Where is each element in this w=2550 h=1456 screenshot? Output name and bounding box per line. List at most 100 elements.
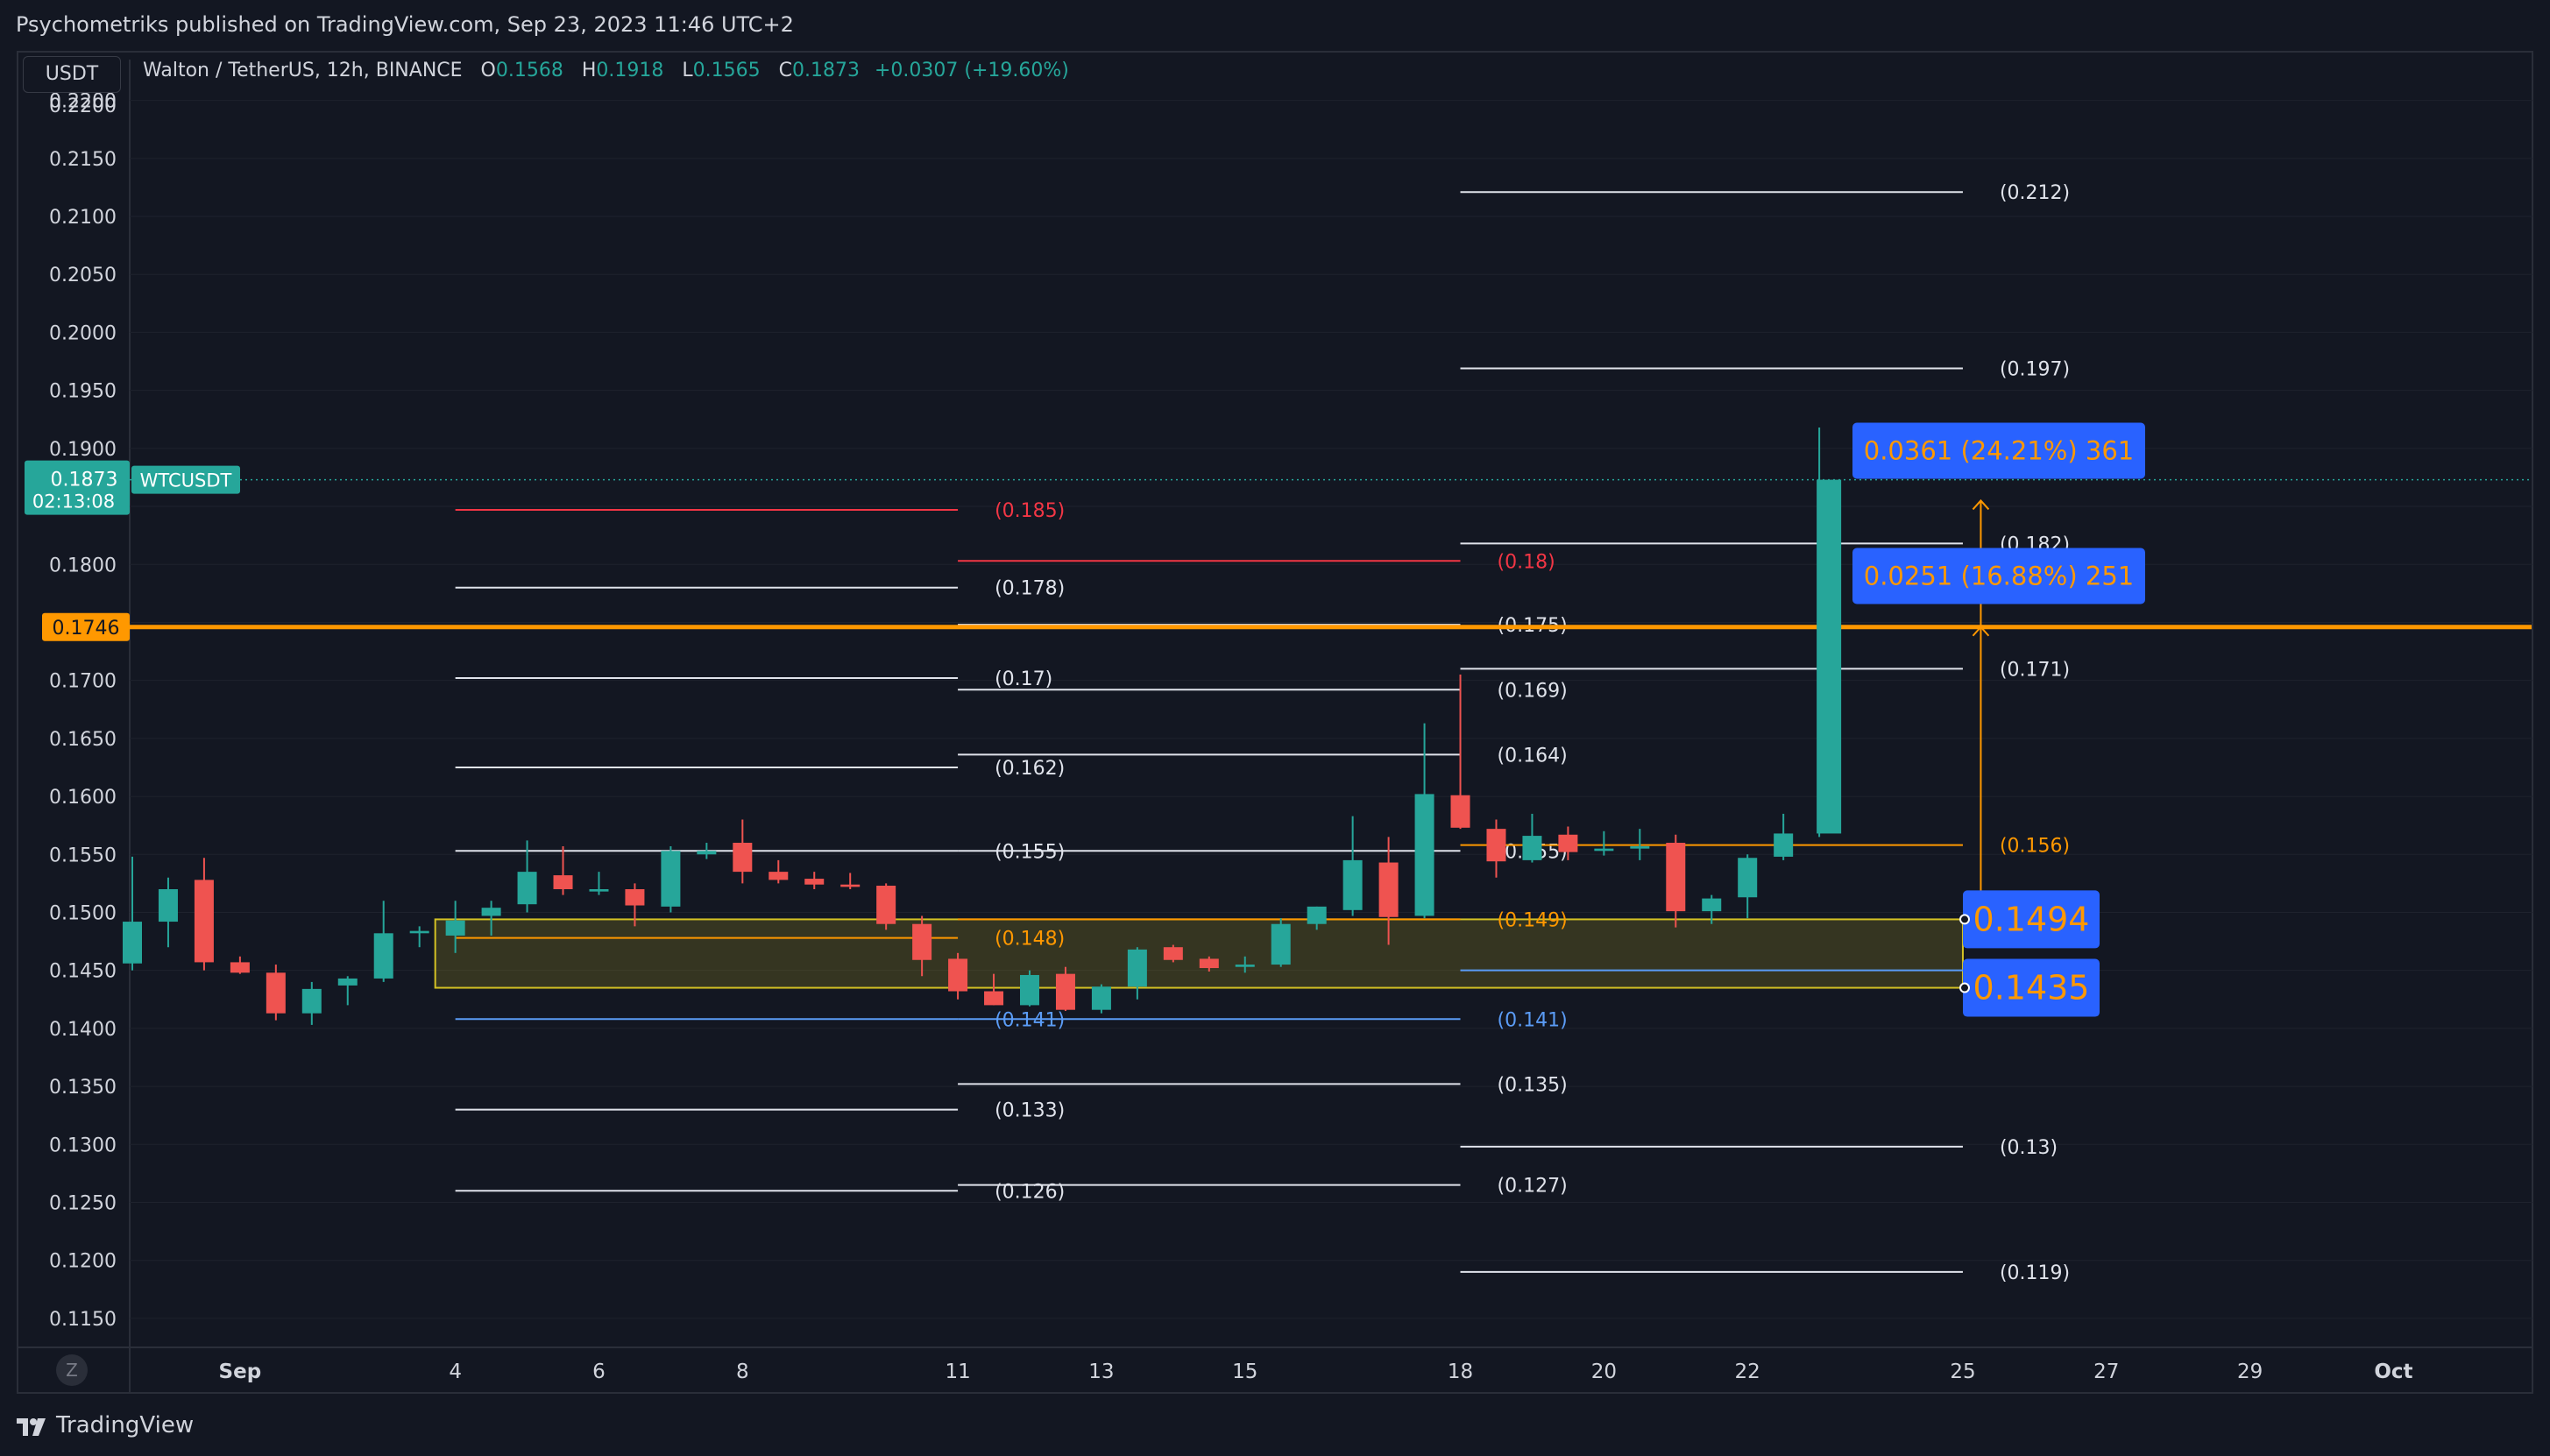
candle-body (230, 962, 250, 973)
price-tick-label: 0.1200 (49, 1251, 117, 1273)
candle-body (445, 920, 465, 936)
brand-name: TradingView (56, 1412, 195, 1438)
price-tick-label: 0.2200 (49, 95, 117, 117)
countdown-timer: 02:13:08 (32, 491, 115, 512)
candle-body (1055, 973, 1075, 1010)
fib-level-label: (0.162) (995, 758, 1065, 780)
last-price-badge (25, 460, 130, 515)
time-tick-label: 6 (592, 1361, 606, 1383)
price-tick-label: 0.2200 (49, 91, 117, 113)
candle-body (1666, 843, 1686, 912)
candle-body (1235, 965, 1255, 967)
fib-level-label: (0.127) (1498, 1176, 1568, 1198)
candle-body (1020, 974, 1039, 1006)
price-axis[interactable]: 0.2200 0.2150 0.2100 0.2050 0.2000 0.1950 0.19… (49, 91, 117, 1331)
support-zone-rect (434, 918, 1964, 989)
candle-body (625, 888, 645, 906)
legend-change: +0.0307 (+19.60%) (875, 60, 1069, 81)
candle-body (123, 922, 142, 964)
symbol-badge-text: WTCUSDT (140, 470, 232, 491)
fib-level-label: (0.197) (2000, 358, 2070, 380)
measure-label-box (1852, 548, 2145, 604)
price-tick-label: 0.1150 (49, 1309, 117, 1331)
candle-body (1774, 833, 1794, 857)
candle-body (301, 988, 322, 1014)
price-tick-label: 0.1300 (49, 1134, 117, 1156)
candle-body (948, 958, 968, 992)
legend-high-value: 0.1918 (596, 60, 664, 81)
candle-body (1199, 958, 1219, 969)
reset-zoom-button[interactable]: Z (56, 1354, 88, 1386)
candle-body (158, 888, 178, 922)
tradingview-logo-icon (17, 1418, 46, 1436)
price-tick-label: 0.1350 (49, 1077, 117, 1099)
fib-level-label: (0.178) (995, 578, 1065, 600)
fib-level-label: (0.164) (1498, 745, 1568, 767)
fib-level-label: (0.141) (995, 1009, 1065, 1031)
zone-price-box (1963, 958, 2100, 1017)
legend-pair: Walton / TetherUS, 12h, BINANCE (143, 60, 463, 81)
legend-open-label: O (480, 60, 496, 81)
candle-body (1163, 947, 1183, 960)
price-tick-label: 0.1950 (49, 381, 117, 403)
time-tick-label: 18 (1448, 1361, 1473, 1383)
fib-extensions: (0.185) (0.178) (0.17) (0.162) (0.155) (0.148… (455, 182, 2070, 1284)
price-tick-label: 0.1550 (49, 845, 117, 866)
candle-body (1414, 794, 1434, 916)
candle-body (1342, 859, 1363, 910)
candle-body (984, 991, 1004, 1006)
time-tick-label: 27 (2093, 1361, 2119, 1383)
measure-label-text: 0.0251 (16.88%) 251 (1864, 561, 2134, 590)
ray-price-value: 0.1746 (53, 618, 120, 640)
legend-close-value: 0.1873 (792, 60, 860, 81)
candle-body (661, 851, 681, 907)
legend-high-label: H (581, 60, 597, 81)
price-tick-label: 0.1800 (49, 555, 117, 576)
price-tick-label: 0.1600 (49, 787, 117, 809)
candle-body (1522, 836, 1542, 860)
time-axis[interactable]: Sep 4 6 8 11 13 15 18 20 22 25 27 29 Oct (219, 1361, 2413, 1383)
zone-anchor-handle (1959, 914, 1970, 925)
candle-body (1127, 949, 1147, 987)
fib-level-label: (0.13) (2000, 1137, 2058, 1159)
candle-body (1091, 986, 1111, 1010)
candle-body (1817, 479, 1842, 834)
price-tick-label: 0.1250 (49, 1192, 117, 1214)
price-range-measure: 0.0361 (24.21%) 361 0.0251 (16.88%) 251 (1852, 422, 2145, 920)
candle-body (337, 978, 358, 986)
gridlines (18, 60, 2532, 1392)
candle-body (1594, 848, 1614, 852)
candle-body (373, 933, 393, 979)
time-tick-label: Sep (219, 1361, 262, 1383)
time-tick-label: 11 (945, 1361, 970, 1383)
publication-text: Psychometriks published on TradingView.c… (16, 12, 794, 37)
candle-body (589, 888, 609, 892)
currency-button[interactable]: USDT (23, 56, 121, 93)
candle-body (697, 851, 717, 855)
legend-low-value: 0.1565 (692, 60, 761, 81)
fib-level-label: (0.156) (2000, 836, 2070, 858)
candle-body (804, 879, 825, 885)
candle-body (769, 872, 789, 880)
fib-level-label: (0.212) (2000, 182, 2070, 204)
support-zone (434, 918, 1964, 989)
fib-level-label: (0.141) (1498, 1009, 1568, 1031)
measure-label-text: 0.0361 (24.21%) 361 (1864, 435, 2134, 465)
tradingview-logo[interactable]: TradingView (16, 1410, 331, 1445)
fib-level-label: (0.119) (2000, 1262, 2070, 1284)
candle-body (733, 843, 753, 873)
fib-level-label: (0.133) (995, 1100, 1065, 1122)
price-tick-label: 0.1450 (49, 961, 117, 983)
time-tick-label: Oct (2374, 1361, 2412, 1383)
zone-price-box (1963, 890, 2100, 949)
time-tick-label: 15 (1232, 1361, 1257, 1383)
candle-body (1630, 846, 1650, 849)
price-tick-label: 0.1900 (49, 439, 117, 461)
legend-close-label: C (778, 60, 793, 81)
candle-body (1558, 834, 1578, 852)
zone-price-text: 0.1494 (1973, 900, 2090, 938)
time-tick-label: 29 (2237, 1361, 2263, 1383)
last-price-value: 0.1873 (51, 470, 118, 491)
